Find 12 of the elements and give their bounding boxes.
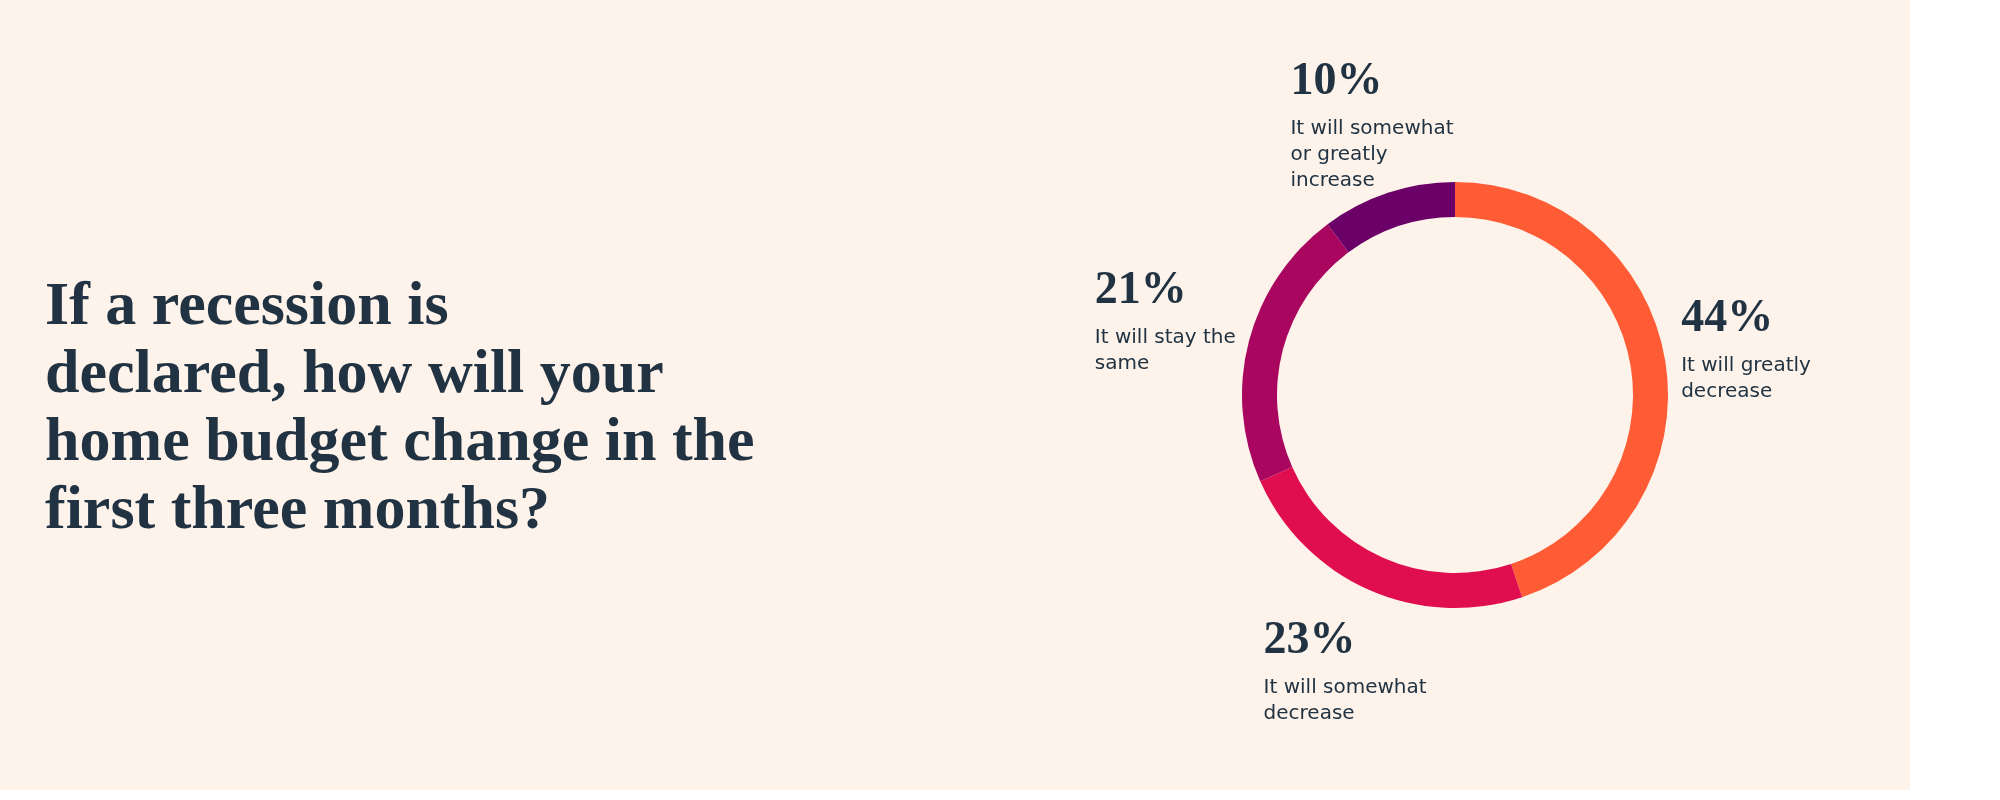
donut-slice <box>1260 467 1523 608</box>
slice-label: It will somewhat decrease <box>1263 674 1427 725</box>
data-label: 23% <box>1263 612 1356 664</box>
slice-label: It will stay the same <box>1094 323 1236 374</box>
donut-slice <box>1242 224 1349 482</box>
data-label: 44% <box>1681 290 1774 342</box>
donut-slice <box>1455 182 1668 598</box>
data-label: 21% <box>1094 261 1187 313</box>
data-label: 10% <box>1290 53 1383 105</box>
slice-label: It will greatly decrease <box>1681 352 1812 403</box>
text: If a recession is declared, how will your home budget change in the first three months? <box>45 269 755 541</box>
slice-label: It will somewhat or greatly increase <box>1290 115 1454 192</box>
